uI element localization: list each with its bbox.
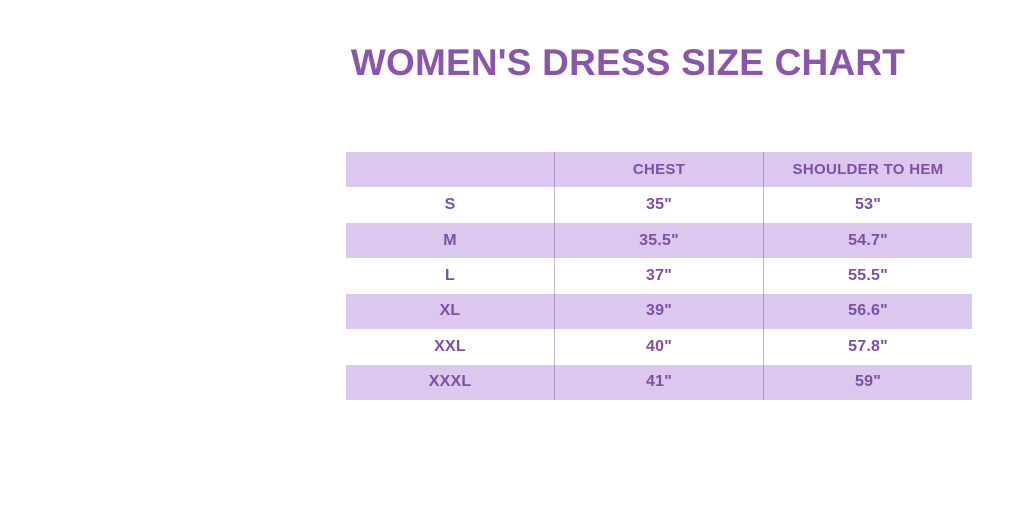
table-cell: 41" [554, 364, 763, 400]
header-cell: SHOULDER TO HEM [763, 152, 972, 188]
table-cell: 35.5" [554, 222, 763, 259]
table-cell: 54.7" [763, 222, 972, 259]
table-cell: S [444, 196, 456, 214]
table-cell: 40" [554, 329, 763, 365]
table-row: XL 39" 56.6" [346, 293, 972, 330]
table-row: XXL 40" 57.8" [346, 329, 972, 365]
table-cell: 57.8" [763, 329, 972, 365]
table-cell: 39" [554, 293, 763, 330]
table-cell: 56.6" [763, 293, 972, 330]
table-cell: 55.5" [763, 258, 972, 294]
table-cell: XL [439, 302, 461, 320]
table-cell: M [443, 231, 457, 249]
table-cell: 53" [763, 187, 972, 223]
table-cell: L [445, 266, 455, 284]
table-cell: 35" [554, 187, 763, 223]
table-header-row: CHEST SHOULDER TO HEM [346, 152, 972, 188]
table-cell: XXL [434, 337, 466, 355]
table-row: S 35" 53" [346, 187, 972, 223]
table-cell: 37" [554, 258, 763, 294]
table-row: XXXL 41" 59" [346, 364, 972, 400]
table-cell: XXXL [428, 373, 472, 391]
header-cell [346, 152, 554, 187]
header-cell: CHEST [554, 152, 763, 188]
table-row: L 37" 55.5" [346, 258, 972, 294]
table-cell: 59" [763, 364, 972, 400]
table-row: M 35.5" 54.7" [346, 222, 972, 259]
page-title: WOMEN'S DRESS SIZE CHART [350, 42, 906, 83]
size-chart-table: CHEST SHOULDER TO HEM S 35" 53" M 35.5" 54.7" L 3… [346, 152, 972, 400]
